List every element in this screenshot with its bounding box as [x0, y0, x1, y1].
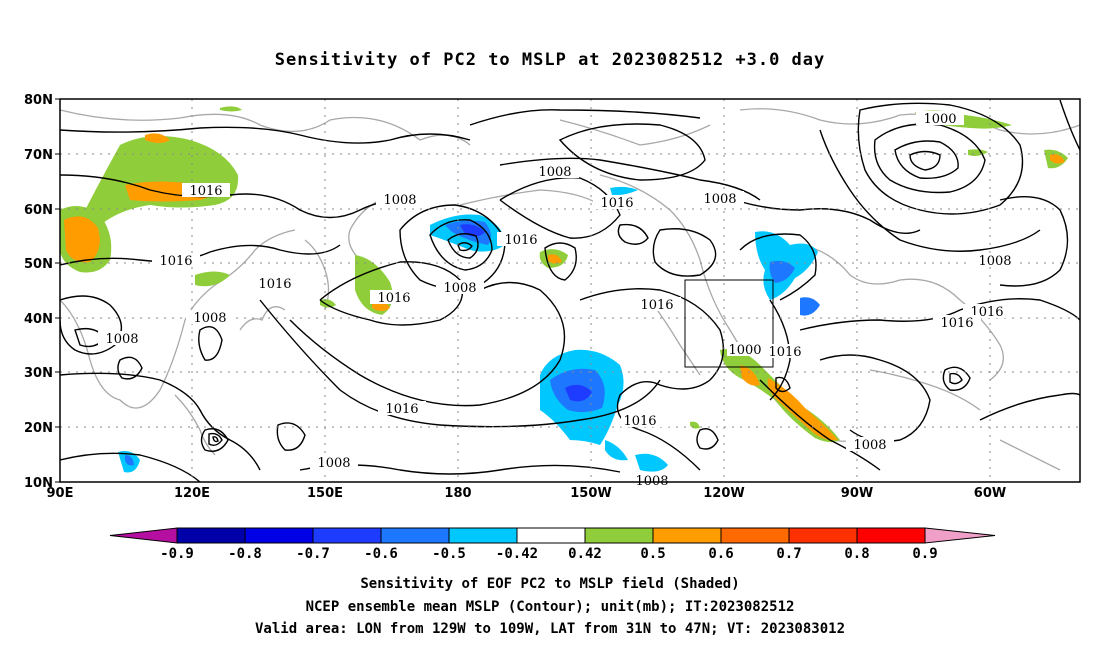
contour-label: 1008 [971, 253, 1019, 269]
svg-text:1016: 1016 [600, 196, 633, 211]
caption: Sensitivity of EOF PC2 to MSLP field (Sh… [0, 573, 1100, 641]
contour-label: 1016 [251, 276, 299, 292]
contour-label: 1016 [182, 183, 230, 199]
lon-label: 150E [307, 486, 343, 501]
contour-label: 1016 [497, 232, 545, 248]
colorbar-label: -0.6 [364, 546, 398, 562]
colorbar-label: -0.42 [496, 546, 538, 562]
colorbar-label: 0.8 [844, 546, 869, 562]
latitude-axis: 80N 70N 60N 50N 40N 30N 20N 10N [24, 93, 60, 491]
colorbar-box [448, 527, 518, 544]
contour-labels: 1000 1008 1008 1008 1008 1008 1008 1008 … [98, 111, 1019, 489]
svg-text:1016: 1016 [768, 345, 801, 360]
contour-label: 1008 [98, 331, 146, 347]
lon-label: 90W [841, 486, 873, 501]
svg-text:1016: 1016 [504, 233, 537, 248]
svg-text:1016: 1016 [640, 298, 673, 313]
svg-text:1008: 1008 [443, 281, 476, 296]
contour-label: 1008 [376, 192, 424, 208]
lat-label: 60N [24, 203, 53, 218]
svg-text:1000: 1000 [923, 112, 956, 127]
contour-label: 1008 [628, 473, 676, 489]
lon-label: 150W [570, 486, 611, 501]
lat-label: 40N [24, 312, 53, 327]
colorbar-box [584, 527, 654, 544]
svg-text:1008: 1008 [317, 456, 350, 471]
svg-text:1016: 1016 [623, 414, 656, 429]
colorbar-box [244, 527, 314, 544]
colorbar-label: 0.5 [640, 546, 665, 562]
colorbar: -0.9 -0.8 -0.7 -0.6 -0.5 -0.42 0.42 0.5 0.6 0.7 0.… [109, 527, 996, 562]
contour-label: 1008 [186, 310, 234, 326]
svg-text:1008: 1008 [538, 165, 571, 180]
colorbar-box [788, 527, 858, 544]
lon-label: 60W [974, 486, 1006, 501]
lat-label: 30N [24, 366, 53, 381]
colorbar-box [516, 527, 586, 544]
colorbar-box [176, 527, 246, 544]
valid-area-box [684, 279, 774, 368]
contour-label: 1008 [846, 437, 894, 453]
contour-label: 1008 [696, 191, 744, 207]
contour-label: 1016 [370, 290, 418, 306]
map-frame [59, 98, 1081, 483]
contour-label: 1000 [727, 342, 765, 358]
colorbar-label: 0.42 [568, 546, 602, 562]
colorbar-label: -0.7 [296, 546, 330, 562]
contour-label: 1000 [916, 111, 964, 127]
lon-label: 120E [174, 486, 210, 501]
lon-label: 180 [444, 486, 471, 501]
contour-label: 1016 [933, 315, 981, 331]
svg-text:1008: 1008 [193, 311, 226, 326]
colorbar-box [720, 527, 790, 544]
lon-label: 120W [703, 486, 744, 501]
svg-text:1016: 1016 [258, 277, 291, 292]
colorbar-arrow-high [924, 527, 996, 544]
mslp-contours [60, 99, 1080, 482]
svg-text:1008: 1008 [853, 438, 886, 453]
lon-label: 90E [47, 486, 74, 501]
contour-label: 1016 [152, 253, 200, 269]
svg-text:1016: 1016 [377, 291, 410, 306]
svg-text:1008: 1008 [105, 332, 138, 347]
svg-text:1000: 1000 [728, 343, 761, 358]
contour-label: 1008 [531, 164, 579, 180]
contour-label: 1008 [436, 280, 484, 296]
contour-label: 1016 [761, 344, 809, 360]
longitude-axis: 90E 120E 150E 180 150W 120W 90W 60W [47, 486, 1007, 501]
colorbar-box [312, 527, 382, 544]
svg-text:1016: 1016 [189, 184, 222, 199]
colorbar-label: -0.5 [432, 546, 466, 562]
lat-label: 50N [24, 257, 53, 272]
svg-text:1016: 1016 [159, 254, 192, 269]
colorbar-label: 0.9 [912, 546, 937, 562]
caption-line: Sensitivity of EOF PC2 to MSLP field (Sh… [360, 576, 740, 592]
caption-line: NCEP ensemble mean MSLP (Contour); unit(… [305, 598, 795, 615]
lat-label: 80N [24, 93, 53, 108]
colorbar-label: -0.9 [160, 546, 194, 562]
colorbar-box [652, 527, 722, 544]
svg-text:1008: 1008 [703, 192, 736, 207]
svg-text:1008: 1008 [978, 254, 1011, 269]
colorbar-box [856, 527, 926, 544]
contour-label: 1016 [593, 195, 641, 211]
contour-label: 1016 [621, 413, 669, 429]
colorbar-label: -0.8 [228, 546, 262, 562]
svg-text:1016: 1016 [940, 316, 973, 331]
contour-label: 1016 [378, 401, 426, 417]
contour-label: 1016 [633, 297, 681, 313]
lat-label: 70N [24, 148, 53, 163]
contour-label: 1008 [310, 455, 358, 471]
svg-text:1008: 1008 [383, 193, 416, 208]
svg-text:1016: 1016 [385, 402, 418, 417]
caption-line: Valid area: LON from 129W to 109W, LAT f… [254, 621, 845, 637]
colorbar-arrow-low [109, 527, 178, 544]
lat-label: 10N [24, 476, 53, 491]
colorbar-label: 0.6 [708, 546, 733, 562]
colorbar-box [380, 527, 450, 544]
lat-label: 20N [24, 421, 53, 436]
colorbar-label: 0.7 [776, 546, 801, 562]
chart-title: Sensitivity of PC2 to MSLP at 2023082512… [274, 50, 826, 70]
